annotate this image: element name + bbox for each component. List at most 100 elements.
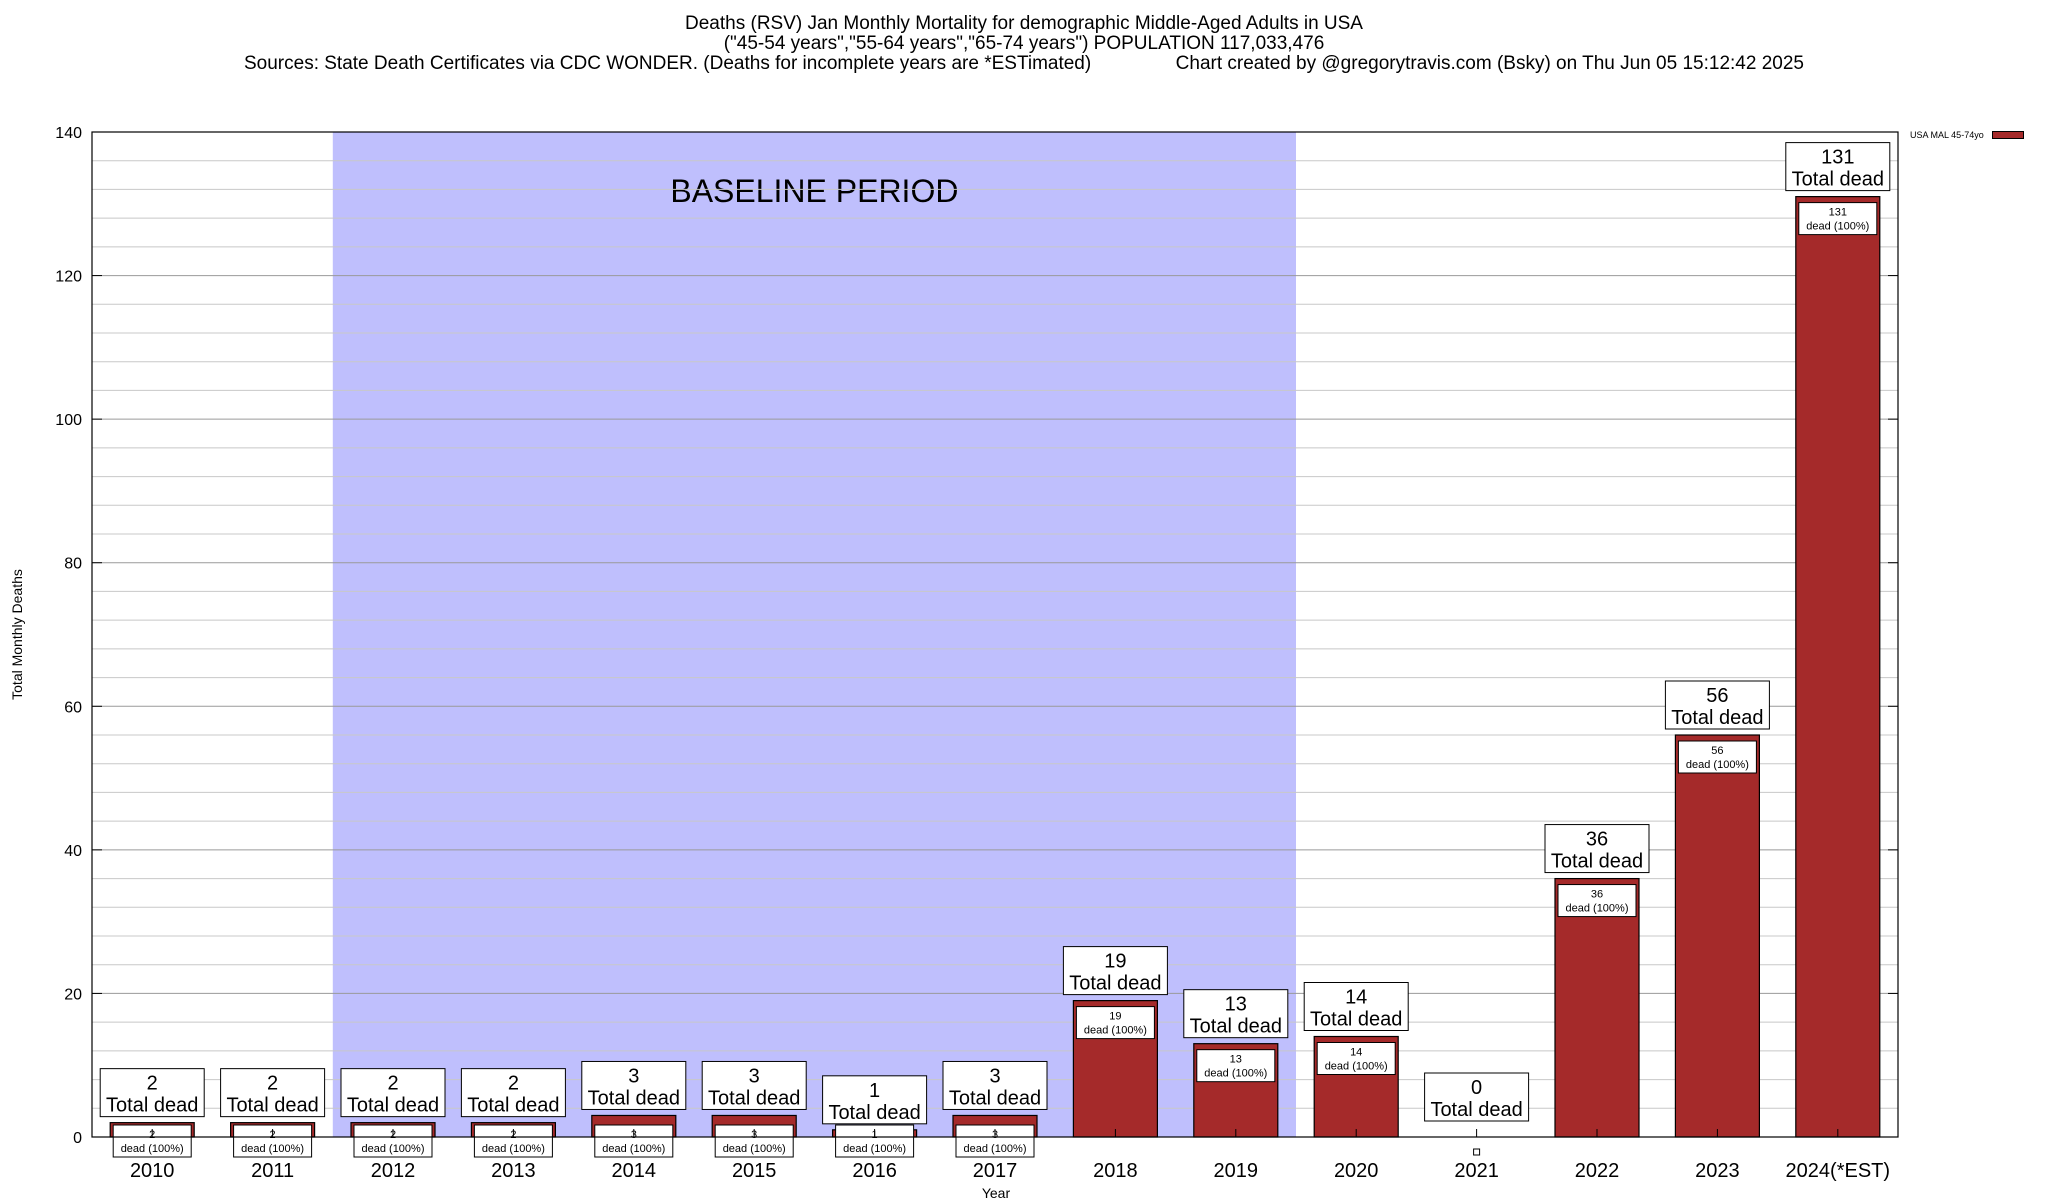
total-label-value: 2 — [508, 1073, 519, 1095]
total-label-text: Total dead — [467, 1095, 559, 1117]
inner-label-box — [1075, 1006, 1155, 1040]
total-label-value: 1 — [869, 1080, 880, 1102]
total-label-text: Total dead — [226, 1095, 318, 1117]
total-label-box — [1424, 1072, 1530, 1122]
total-label-text: Total dead — [708, 1087, 800, 1109]
inner-label-text: dead (100%) — [1204, 1068, 1267, 1080]
inner-label-box — [1677, 740, 1757, 774]
y-tick-label: 20 — [64, 986, 82, 1003]
total-label-box — [1062, 946, 1168, 996]
y-tick-label: 100 — [55, 412, 82, 429]
total-label-text: Total dead — [106, 1095, 198, 1117]
legend: USA MAL 45-74yo — [1910, 130, 2024, 140]
x-tick-label: 2011 — [251, 1160, 294, 1182]
y-tick-label: 60 — [64, 699, 82, 716]
total-label-box — [1785, 142, 1891, 192]
total-label-box — [220, 1068, 326, 1118]
chart-subtitle: ("45-54 years","55-64 years","65-74 year… — [723, 33, 1325, 54]
total-label-text: Total dead — [1190, 1016, 1282, 1038]
total-label-value: 13 — [1225, 994, 1247, 1016]
x-tick-label: 2021 — [1454, 1160, 1499, 1182]
inner-label-text: dead (100%) — [1566, 903, 1629, 915]
baseline-label: BASELINE PERIOD — [670, 173, 958, 209]
total-label-text: Total dead — [828, 1102, 920, 1124]
inner-label-text: dead (100%) — [1325, 1061, 1388, 1073]
x-tick-label: 2024(*EST) — [1786, 1160, 1891, 1182]
inner-label-value: 56 — [1711, 745, 1723, 757]
inner-label-value: 131 — [1829, 207, 1847, 219]
inner-label-text: dead (100%) — [1084, 1025, 1147, 1037]
x-tick-label: 2010 — [130, 1160, 175, 1182]
total-label-box — [1183, 989, 1289, 1039]
total-label-value: 2 — [387, 1073, 398, 1095]
inner-label-box — [1316, 1042, 1396, 1075]
total-label-value: 131 — [1821, 147, 1854, 169]
x-tick-label: 2013 — [491, 1160, 536, 1182]
inner-label-text: dead (100%) — [362, 1143, 425, 1155]
y-tick-label: 40 — [64, 843, 82, 860]
total-label-value: 3 — [749, 1065, 760, 1087]
total-label-value: 3 — [628, 1065, 639, 1087]
y-tick-label: 120 — [55, 269, 82, 286]
total-label-value: 14 — [1345, 987, 1367, 1009]
total-label-text: Total dead — [588, 1087, 680, 1109]
x-tick-label: 2016 — [852, 1160, 897, 1182]
y-tick-label: 0 — [73, 1130, 82, 1147]
chart-title: Deaths (RSV) Jan Monthly Mortality for d… — [685, 13, 1363, 34]
total-label-box — [99, 1068, 205, 1118]
inner-label-text: dead (100%) — [843, 1143, 906, 1155]
inner-label-text: dead (100%) — [602, 1143, 665, 1155]
inner-label-text: dead (100%) — [1686, 759, 1749, 771]
total-label-value: 2 — [267, 1073, 278, 1095]
total-label-text: Total dead — [1430, 1099, 1522, 1121]
total-label-value: 2 — [147, 1073, 158, 1095]
inner-label-box — [1196, 1049, 1276, 1083]
total-label-text: Total dead — [1310, 1009, 1402, 1031]
total-label-text: Total dead — [1792, 169, 1884, 191]
total-label-box — [822, 1075, 928, 1125]
x-tick-label: 2020 — [1334, 1160, 1379, 1182]
inner-label-box — [1557, 884, 1637, 918]
total-label-box — [460, 1068, 566, 1118]
inner-label-box — [1798, 202, 1878, 236]
total-label-value: 3 — [989, 1065, 1000, 1087]
legend-label: USA MAL 45-74yo — [1910, 130, 1984, 140]
plot-frame — [91, 131, 1899, 1138]
x-tick-label: 2019 — [1214, 1160, 1259, 1182]
total-label-value: 19 — [1104, 951, 1126, 973]
inner-label-value: 19 — [1109, 1011, 1121, 1023]
legend-swatch — [1991, 131, 2024, 139]
inner-label-text: dead (100%) — [1806, 221, 1869, 233]
inner-label-text: dead (100%) — [121, 1143, 184, 1155]
x-tick-label: 2018 — [1093, 1160, 1138, 1182]
inner-label-text: dead (100%) — [964, 1143, 1027, 1155]
x-tick-label: 2015 — [732, 1160, 777, 1182]
total-label-text: Total dead — [1551, 851, 1643, 873]
bar — [1795, 196, 1881, 1138]
x-tick-label: 2017 — [973, 1160, 1018, 1182]
x-axis-title: Year — [982, 1185, 1011, 1200]
inner-label-text: dead (100%) — [482, 1143, 545, 1155]
total-label-box — [942, 1060, 1048, 1110]
total-label-text: Total dead — [1069, 973, 1161, 995]
x-tick-label: 2022 — [1575, 1160, 1620, 1182]
total-label-value: 56 — [1706, 685, 1728, 707]
y-tick-label: 80 — [64, 556, 82, 573]
total-label-text: Total dead — [347, 1095, 439, 1117]
bar-zero-marker — [1473, 1148, 1481, 1156]
total-label-box — [340, 1068, 446, 1118]
y-axis-title: Total Monthly Deaths — [9, 569, 25, 700]
total-label-text: Total dead — [1671, 707, 1763, 729]
bar — [1674, 734, 1761, 1138]
total-label-box — [1544, 824, 1650, 874]
inner-label-text: dead (100%) — [241, 1143, 304, 1155]
x-tick-label: 2012 — [371, 1160, 416, 1182]
total-label-value: 0 — [1471, 1077, 1482, 1099]
total-label-box — [1303, 982, 1409, 1031]
total-label-value: 36 — [1586, 829, 1608, 851]
chart-sources: Sources: State Death Certificates via CD… — [244, 53, 1804, 74]
inner-label-value: 13 — [1230, 1054, 1242, 1066]
total-label-box — [701, 1060, 807, 1110]
inner-label-text: dead (100%) — [723, 1143, 786, 1155]
